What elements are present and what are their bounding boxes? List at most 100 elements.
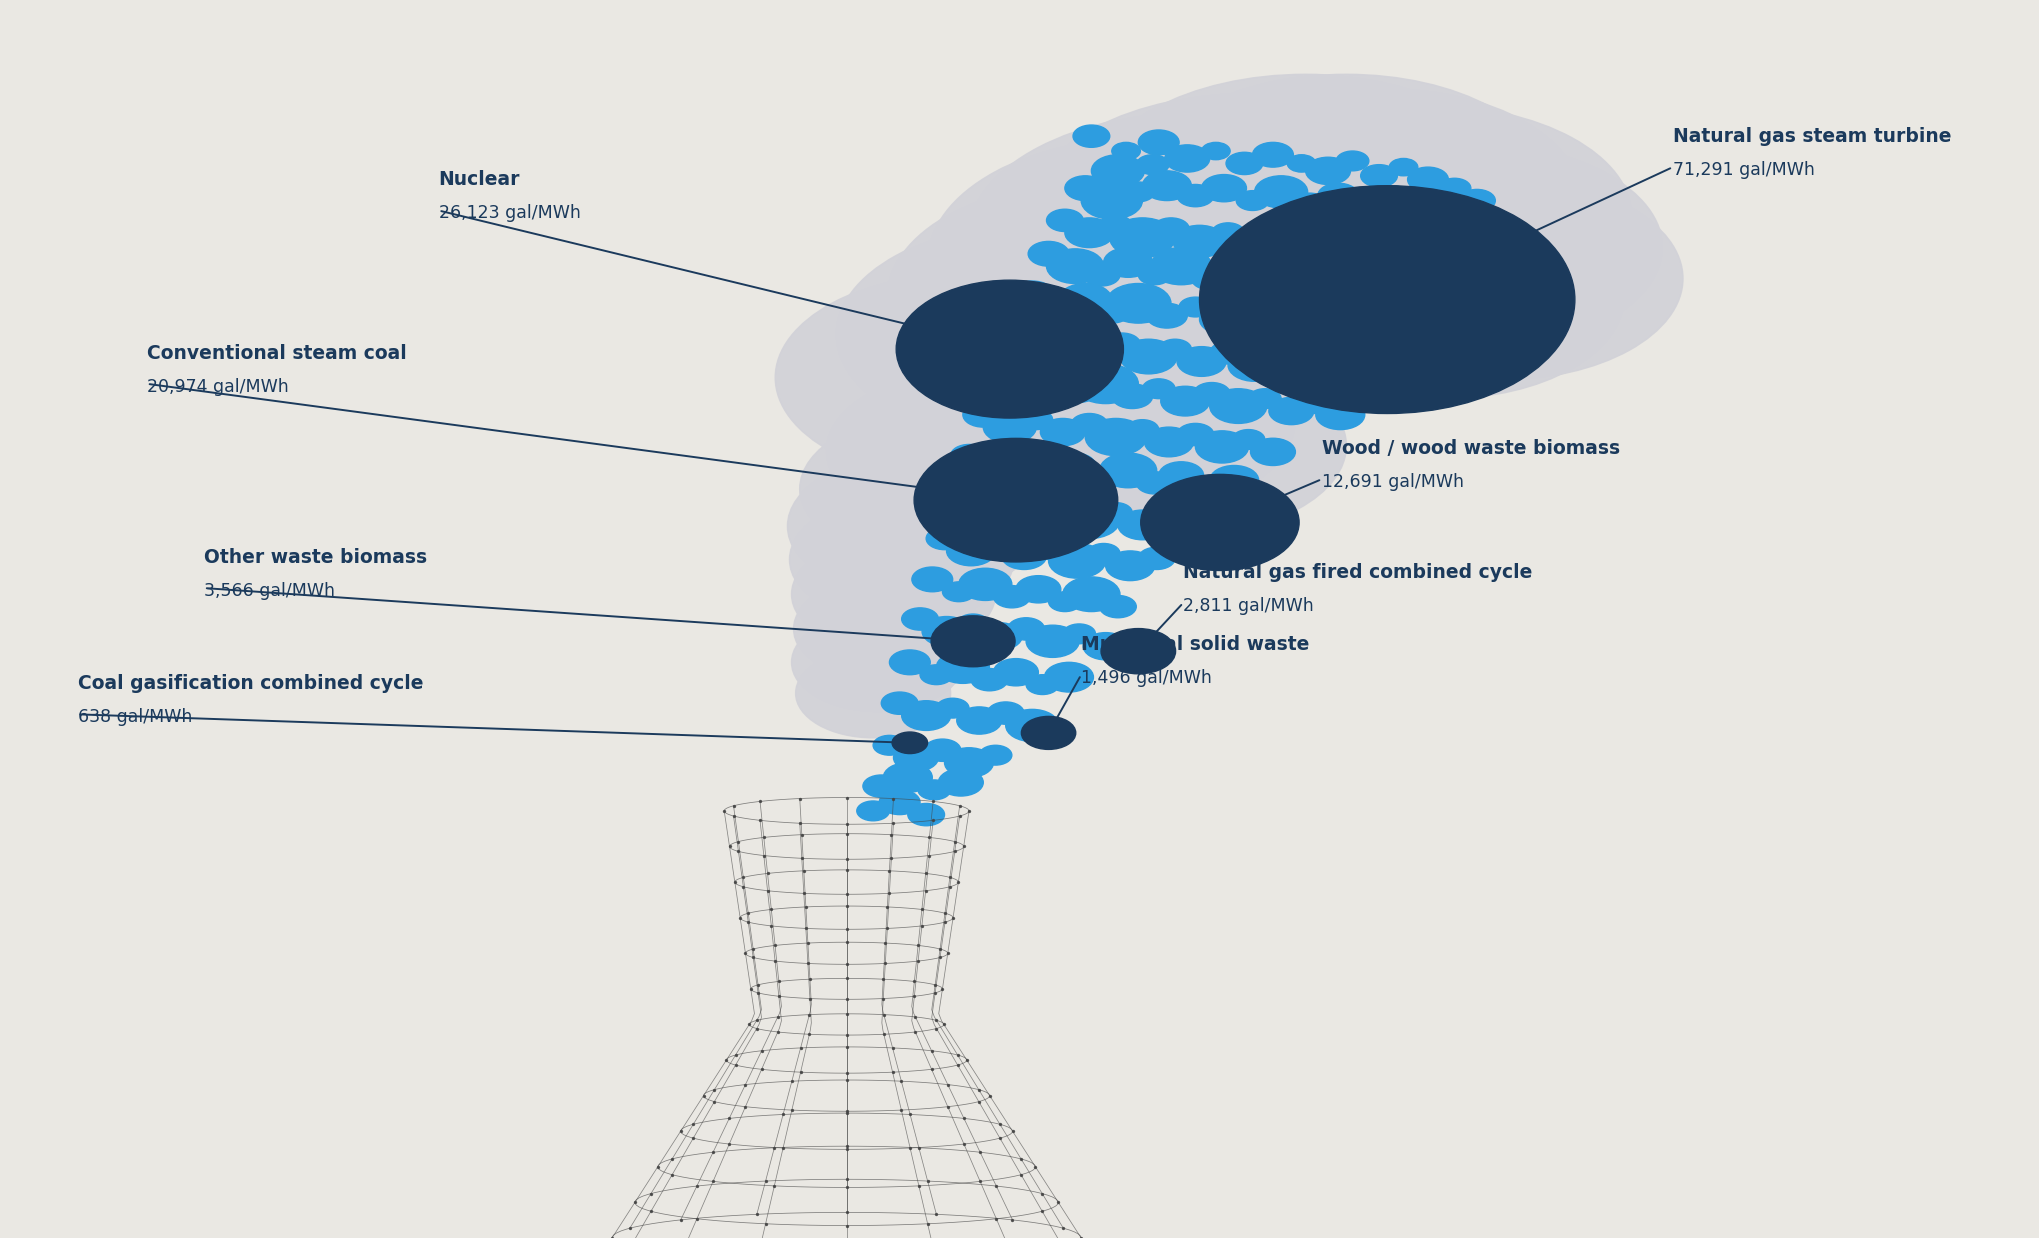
Circle shape — [1172, 225, 1225, 258]
Text: Conventional steam coal: Conventional steam coal — [147, 344, 406, 363]
Text: 12,691 gal/MWh: 12,691 gal/MWh — [1321, 473, 1464, 491]
Circle shape — [920, 665, 952, 685]
Ellipse shape — [1142, 74, 1550, 297]
Circle shape — [1026, 363, 1079, 395]
Circle shape — [962, 402, 1003, 427]
Circle shape — [1087, 543, 1119, 563]
Circle shape — [1099, 453, 1156, 488]
Circle shape — [1138, 265, 1170, 285]
Circle shape — [1099, 595, 1136, 618]
Circle shape — [1407, 167, 1448, 192]
Circle shape — [938, 769, 983, 796]
Circle shape — [1250, 272, 1283, 292]
Circle shape — [1073, 338, 1117, 365]
Circle shape — [1368, 355, 1401, 375]
Ellipse shape — [793, 576, 981, 682]
Circle shape — [1138, 547, 1174, 569]
Circle shape — [1425, 238, 1466, 262]
Ellipse shape — [791, 536, 995, 652]
Ellipse shape — [1315, 177, 1682, 380]
Circle shape — [1293, 306, 1325, 326]
Ellipse shape — [826, 368, 1132, 536]
Circle shape — [901, 701, 950, 730]
Ellipse shape — [1274, 142, 1662, 353]
Text: 20,974 gal/MWh: 20,974 gal/MWh — [147, 378, 287, 396]
Circle shape — [1060, 380, 1097, 402]
Circle shape — [856, 801, 889, 821]
Ellipse shape — [775, 272, 1162, 483]
Circle shape — [1150, 248, 1211, 285]
Circle shape — [1015, 576, 1060, 603]
Circle shape — [1136, 155, 1168, 175]
Circle shape — [1015, 331, 1068, 363]
Circle shape — [1317, 183, 1358, 208]
Circle shape — [936, 485, 977, 510]
Circle shape — [1054, 453, 1095, 478]
Circle shape — [1111, 384, 1152, 409]
Circle shape — [1103, 248, 1152, 277]
Circle shape — [1150, 506, 1187, 529]
Text: Natural gas steam turbine: Natural gas steam turbine — [1672, 128, 1951, 146]
Circle shape — [911, 567, 952, 592]
Circle shape — [907, 803, 944, 826]
Circle shape — [1199, 305, 1248, 334]
Circle shape — [1452, 253, 1484, 272]
Circle shape — [1136, 472, 1172, 494]
Circle shape — [918, 780, 950, 800]
Circle shape — [1415, 284, 1452, 306]
Ellipse shape — [1193, 89, 1580, 307]
Circle shape — [942, 582, 975, 602]
Circle shape — [1070, 413, 1107, 436]
Circle shape — [993, 586, 1030, 608]
Circle shape — [891, 732, 928, 754]
Circle shape — [1005, 451, 1038, 470]
Circle shape — [971, 669, 1007, 691]
Ellipse shape — [1026, 176, 1413, 394]
Circle shape — [1105, 284, 1170, 323]
Circle shape — [1026, 675, 1058, 695]
Circle shape — [956, 707, 1001, 734]
Text: Natural gas fired combined cycle: Natural gas fired combined cycle — [1183, 563, 1531, 582]
Circle shape — [1028, 241, 1068, 266]
Circle shape — [1085, 468, 1117, 488]
Circle shape — [1191, 267, 1227, 290]
Ellipse shape — [1264, 196, 1623, 399]
Text: Municipal solid waste: Municipal solid waste — [1081, 635, 1309, 654]
Circle shape — [1268, 397, 1313, 425]
Circle shape — [1252, 307, 1309, 342]
Circle shape — [1199, 186, 1574, 413]
Text: 3,566 gal/MWh: 3,566 gal/MWh — [204, 582, 334, 600]
Ellipse shape — [928, 136, 1376, 384]
Circle shape — [993, 659, 1038, 686]
Ellipse shape — [791, 613, 962, 712]
Circle shape — [1022, 717, 1075, 749]
Circle shape — [1168, 514, 1221, 546]
Circle shape — [1042, 297, 1075, 317]
Circle shape — [1142, 379, 1174, 399]
Circle shape — [893, 744, 938, 771]
Text: 1,496 gal/MWh: 1,496 gal/MWh — [1081, 669, 1211, 687]
Circle shape — [1179, 297, 1211, 317]
Circle shape — [1287, 155, 1315, 172]
Circle shape — [1083, 264, 1119, 286]
Text: 71,291 gal/MWh: 71,291 gal/MWh — [1672, 161, 1815, 180]
Circle shape — [1064, 176, 1105, 201]
Circle shape — [1146, 303, 1187, 328]
Circle shape — [1117, 510, 1166, 540]
Ellipse shape — [799, 412, 1077, 566]
Circle shape — [987, 702, 1024, 724]
Circle shape — [995, 322, 1036, 347]
Circle shape — [1417, 192, 1458, 217]
Circle shape — [1058, 284, 1111, 316]
Circle shape — [1142, 171, 1191, 201]
Circle shape — [1177, 184, 1213, 207]
Circle shape — [1177, 423, 1213, 446]
Ellipse shape — [795, 649, 950, 738]
Circle shape — [883, 763, 932, 792]
Circle shape — [1062, 624, 1095, 644]
Circle shape — [1437, 178, 1470, 198]
Circle shape — [1119, 339, 1177, 374]
Circle shape — [1081, 182, 1142, 219]
Circle shape — [936, 651, 989, 683]
Circle shape — [1044, 662, 1093, 692]
